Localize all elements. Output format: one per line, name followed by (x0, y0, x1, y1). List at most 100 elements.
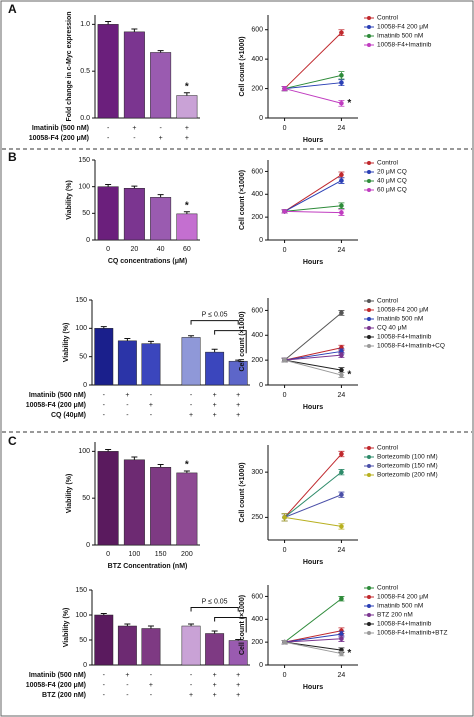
bar (94, 614, 114, 666)
legend-label: 10058-F4 200 μM (377, 24, 428, 31)
legend-label: Bortezomib (100 nM) (377, 454, 438, 461)
y-tick-label: 50 (79, 637, 87, 644)
legend-label: 10058-F4 200 μM (377, 594, 428, 601)
y-tick-label: 0 (83, 662, 87, 669)
x-tick-label: 40 (157, 246, 165, 253)
condition-sign: - (190, 672, 193, 679)
line (284, 174, 342, 212)
bar (181, 625, 201, 666)
condition-label: 10058-F4 (200 μM) (26, 682, 86, 689)
y-axis-label: Viability (%) (66, 474, 73, 514)
legend-label: 10058-F4+Imatinib (377, 334, 432, 341)
condition-sign: + (236, 392, 240, 399)
y-tick-label: 0 (259, 115, 263, 122)
condition-sign: + (185, 135, 189, 142)
point (282, 639, 287, 645)
error-bar (147, 340, 154, 344)
significance-marker: * (185, 200, 189, 211)
bar (97, 24, 119, 119)
y-tick-label: 100 (78, 448, 90, 455)
point (339, 628, 344, 634)
condition-label: BTZ (200 nM) (42, 692, 86, 699)
bar (176, 95, 198, 119)
legend-label: Control (377, 15, 399, 22)
y-tick-label: 50 (82, 210, 90, 217)
y-tick-label: 100 (75, 325, 87, 332)
condition-sign: + (213, 402, 217, 409)
x-tick-label: 24 (338, 392, 346, 399)
x-axis-label: Hours (303, 684, 323, 691)
y-tick-label: 150 (75, 587, 87, 594)
bar (150, 467, 172, 546)
y-axis-label: Cell count (×1000) (239, 311, 246, 371)
y-axis-label: Cell count (×1000) (239, 595, 246, 655)
line (284, 32, 342, 89)
point (339, 100, 344, 106)
legend-label: Imatinib 500 nM (377, 33, 423, 40)
condition-sign: - (103, 672, 106, 679)
bar (97, 451, 119, 546)
error-bar (105, 448, 112, 452)
x-tick-label: 0 (283, 672, 287, 679)
point (339, 310, 344, 316)
point (339, 469, 344, 475)
condition-label: Imatinib (500 nM) (29, 392, 86, 399)
legend-label: Control (377, 585, 399, 592)
significance-marker: * (185, 81, 189, 92)
bar (123, 188, 145, 241)
condition-sign: + (185, 125, 189, 132)
legend-label: 20 μM CQ (377, 169, 407, 176)
condition-label: Imatinib (500 nM) (32, 125, 89, 132)
y-tick-label: 100 (78, 184, 90, 191)
legend-label: Control (377, 298, 399, 305)
y-tick-label: 0.5 (80, 68, 90, 75)
error-bar (124, 623, 131, 626)
y-tick-label: 300 (251, 469, 263, 476)
y-tick-label: 50 (82, 495, 90, 502)
line (284, 350, 342, 361)
line (284, 205, 342, 212)
condition-sign: + (213, 682, 217, 689)
condition-sign: - (150, 392, 153, 399)
bar (205, 633, 225, 666)
point (339, 492, 344, 498)
legend-marker (367, 613, 371, 617)
error-bar (157, 50, 164, 53)
y-tick-label: 0 (83, 382, 87, 389)
x-tick-label: 100 (129, 551, 141, 558)
legend-label: Control (377, 445, 399, 452)
legend-label: 10058-F4 200 μM (377, 307, 428, 314)
bar (123, 459, 145, 546)
x-axis-label: BTZ Concentration (nM) (108, 563, 188, 570)
line (284, 633, 342, 643)
condition-sign: - (103, 692, 106, 699)
x-tick-label: 24 (338, 672, 346, 679)
x-tick-label: 24 (338, 547, 346, 554)
significance-marker: * (347, 370, 351, 381)
condition-sign: - (107, 135, 110, 142)
y-tick-label: 0 (259, 237, 263, 244)
line (284, 359, 342, 371)
error-bar (183, 211, 190, 214)
x-axis-label: Hours (303, 137, 323, 144)
y-tick-label: 250 (251, 514, 263, 521)
error-bar (211, 630, 218, 634)
y-tick-label: 600 (251, 307, 263, 314)
x-tick-label: 0 (106, 246, 110, 253)
legend-marker (367, 25, 371, 29)
point (339, 203, 344, 209)
condition-sign: + (213, 692, 217, 699)
condition-sign: - (126, 692, 129, 699)
panel-label: C (8, 434, 17, 448)
y-tick-label: 200 (251, 85, 263, 92)
legend-label: 10058-F4+Imatinib (377, 42, 432, 49)
legend-marker (367, 335, 371, 339)
legend-marker (367, 161, 371, 165)
y-tick-label: 150 (78, 157, 90, 164)
legend-marker (367, 446, 371, 450)
legend-marker (367, 16, 371, 20)
condition-sign: + (159, 135, 163, 142)
legend-label: 10058-F4+Imatinib (377, 621, 432, 628)
y-tick-label: 0.0 (80, 115, 90, 122)
